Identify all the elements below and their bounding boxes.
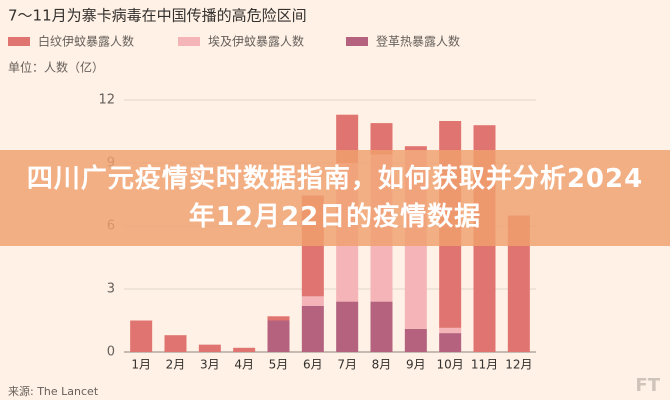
bar-segment: [198, 344, 221, 352]
x-tick-label: 11月: [471, 358, 498, 372]
legend-label: 白纹伊蚊暴露人数: [38, 34, 134, 49]
bar-segment: [267, 320, 290, 352]
x-tick-label: 7月: [337, 358, 357, 372]
legend-label: 登革热暴露人数: [376, 34, 460, 49]
bar-segment: [233, 347, 256, 352]
bar-segment: [267, 316, 290, 321]
x-tick-label: 5月: [269, 358, 289, 372]
legend-swatch: [346, 37, 368, 46]
y-tick-label: 3: [107, 282, 115, 297]
x-tick-label: 9月: [406, 358, 426, 372]
x-tick-label: 2月: [166, 358, 186, 372]
headline: 四川广元疫情实时数据指南，如何获取并分析2024年12月22日的疫情数据: [26, 164, 644, 232]
x-tick-label: 8月: [372, 358, 392, 372]
bar-segment: [336, 301, 359, 352]
legend-label: 埃及伊蚊暴露人数: [208, 34, 304, 49]
bar-segment: [439, 333, 462, 352]
x-tick-label: 10月: [437, 358, 464, 372]
x-tick-label: 4月: [234, 358, 254, 372]
x-tick-label: 3月: [200, 358, 220, 372]
y-tick-label: 12: [98, 93, 115, 108]
unit-label: 单位：人数（亿）: [8, 60, 104, 75]
legend-swatch: [8, 37, 30, 46]
bar-segment: [404, 146, 427, 151]
bar-segment: [439, 327, 462, 334]
x-tick-label: 1月: [131, 358, 151, 372]
y-tick-label: 0: [107, 345, 115, 360]
banner: 四川广元疫情实时数据指南，如何获取并分析2024年12月22日的疫情数据: [0, 150, 670, 246]
bar-segment: [164, 335, 187, 352]
x-tick-label: 12月: [505, 358, 532, 372]
bar-segment: [301, 296, 324, 306]
x-tick-label: 6月: [303, 358, 323, 372]
source: 来源: The Lancet: [8, 384, 99, 398]
bar-segment: [507, 215, 530, 352]
bar-segment: [370, 301, 393, 352]
chart-title: 7～11月为寨卡病毒在中国传播的高危险区间: [8, 7, 307, 25]
bar-segment: [404, 328, 427, 352]
legend-swatch: [178, 37, 200, 46]
bar-segment: [370, 123, 393, 155]
logo: FT: [635, 375, 660, 396]
bar-segment: [301, 305, 324, 352]
bar-segment: [130, 320, 153, 352]
